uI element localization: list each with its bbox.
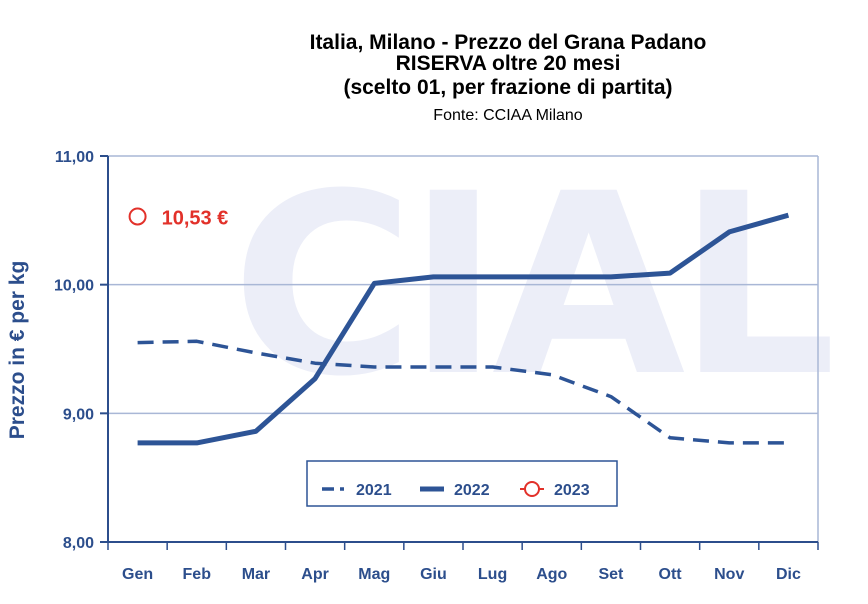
watermark-logo: CIAL bbox=[231, 140, 838, 431]
chart-title-line-2: RISERVA oltre 20 mesi bbox=[396, 52, 621, 75]
y-tick-label: 8,00 bbox=[63, 535, 94, 552]
x-tick-label: Mag bbox=[358, 566, 390, 583]
watermark-text: CIAL bbox=[231, 140, 830, 431]
axes bbox=[100, 155, 819, 550]
series-layer bbox=[128, 207, 790, 446]
x-tick-label: Dic bbox=[776, 566, 801, 583]
x-tick-label: Feb bbox=[183, 566, 212, 583]
y-tick-labels: 8,00 9,00 10,00 11,00 bbox=[54, 149, 94, 552]
series-line-2021 bbox=[137, 339, 789, 445]
legend-label-2022: 2022 bbox=[454, 482, 490, 499]
point-2023 bbox=[128, 207, 147, 226]
legend-label-2023: 2023 bbox=[554, 482, 590, 499]
grid bbox=[108, 155, 819, 542]
legend-swatch-2023 bbox=[524, 481, 540, 497]
series-line-2022 bbox=[137, 212, 790, 446]
chart-subtitle: Fonte: CCIAA Milano bbox=[433, 107, 583, 124]
x-tick-labels: Gen Feb Mar Apr Mag Giu Lug Ago Set Ott Nov Dic bbox=[122, 566, 801, 583]
x-tick-label: Giu bbox=[420, 566, 447, 583]
x-tick-label: Gen bbox=[122, 566, 153, 583]
y-tick-label: 10,00 bbox=[54, 278, 94, 295]
legend: 2021 2022 2023 bbox=[306, 460, 618, 507]
annotation-2023-value: 10,53 € bbox=[162, 207, 229, 229]
x-tick-label: Set bbox=[598, 566, 624, 583]
y-tick-label: 11,00 bbox=[55, 149, 94, 166]
x-tick-label: Nov bbox=[714, 566, 744, 583]
x-tick-label: Ago bbox=[536, 566, 567, 583]
x-tick-label: Ott bbox=[659, 566, 683, 583]
x-tick-label: Mar bbox=[242, 566, 270, 583]
chart-title-line-3: (scelto 01, per frazione di partita) bbox=[343, 76, 672, 99]
x-tick-label: Apr bbox=[301, 566, 329, 583]
chart-title-line-1: Italia, Milano - Prezzo del Grana Padano bbox=[310, 31, 707, 54]
y-tick-label: 9,00 bbox=[63, 406, 94, 423]
legend-label-2021: 2021 bbox=[356, 482, 392, 499]
x-tick-label: Lug bbox=[478, 566, 507, 583]
legend-box bbox=[306, 460, 618, 507]
y-axis-label: Prezzo in € per kg bbox=[6, 261, 29, 440]
